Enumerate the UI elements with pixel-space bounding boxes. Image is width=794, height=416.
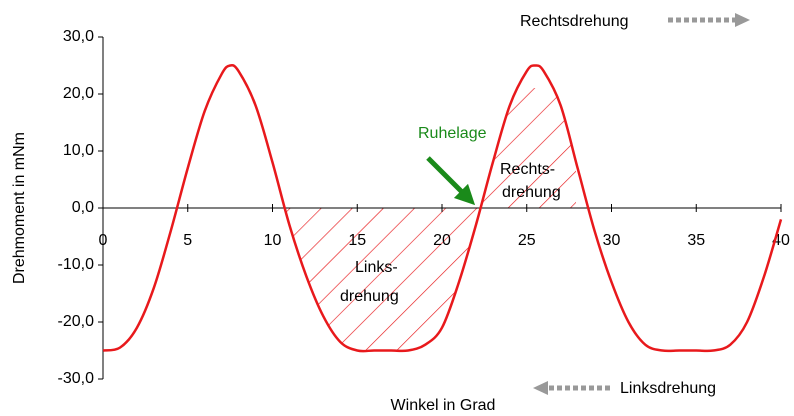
arrow	[426, 156, 476, 206]
hatch-layer	[286, 88, 576, 352]
annotation: Ruhelage	[418, 125, 487, 142]
line-series	[102, 64, 783, 353]
x-tick-label: 35	[687, 232, 705, 249]
annotation: drehung	[502, 184, 561, 201]
annotation: drehung	[340, 288, 399, 305]
y-tick-label: -10,0	[58, 256, 95, 273]
arrow-head	[533, 381, 548, 395]
x-axis-title: Winkel in Grad	[391, 397, 496, 414]
x-tick-label: 25	[518, 232, 536, 249]
annotation: Links-	[355, 259, 398, 276]
y-tick-label: -20,0	[58, 313, 95, 330]
annotation: Rechtsdrehung	[520, 13, 629, 30]
x-tick-label: 20	[433, 232, 451, 249]
y-tick-label: -30,0	[58, 370, 95, 387]
x-tick-label: 5	[183, 232, 192, 249]
x-tick-label: 10	[264, 232, 282, 249]
arrow-head	[735, 13, 750, 27]
x-tick-label: 15	[348, 232, 366, 249]
x-tick-label: 0	[99, 232, 108, 249]
y-tick-label: 20,0	[63, 85, 94, 102]
x-tick-label: 30	[603, 232, 621, 249]
annotation: Rechts-	[500, 161, 555, 178]
y-tick-label: 0,0	[72, 199, 94, 216]
y-tick-label: 10,0	[63, 142, 94, 159]
y-tick-label: 30,0	[63, 28, 94, 45]
y-axis-title: Drehmoment in mNm	[11, 132, 28, 284]
annotation: Linksdrehung	[620, 380, 716, 397]
axes: -30,0 -20,0 -10,0 0,0 10,0 20,0 30,0 0 5 10 15 20 25…	[58, 28, 790, 387]
hatch-area	[286, 88, 576, 352]
